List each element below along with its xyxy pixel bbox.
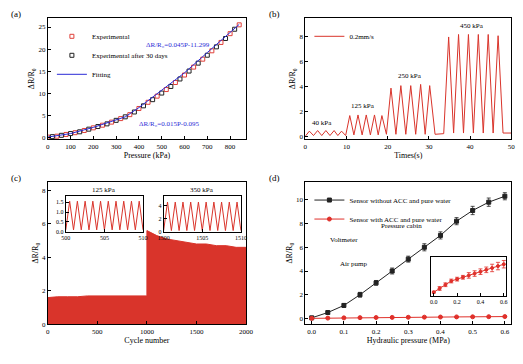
- svg-text:800: 800: [225, 143, 236, 151]
- svg-text:0.6: 0.6: [500, 299, 508, 305]
- svg-text:Air pump: Air pump: [340, 260, 368, 268]
- svg-text:6: 6: [42, 220, 46, 228]
- svg-text:Sensor without ACC and pure wa: Sensor without ACC and pure water: [349, 197, 451, 205]
- svg-text:0.2: 0.2: [453, 299, 461, 305]
- svg-text:1.0: 1.0: [56, 209, 64, 215]
- svg-text:2: 2: [299, 108, 303, 116]
- svg-text:2000: 2000: [239, 328, 254, 336]
- svg-text:0: 0: [42, 134, 46, 142]
- svg-text:300: 300: [111, 143, 122, 151]
- svg-text:600: 600: [179, 143, 190, 151]
- svg-text:1500: 1500: [189, 328, 204, 336]
- svg-text:0.2mm/s: 0.2mm/s: [349, 33, 374, 41]
- svg-text:Sensor with ACC and pure water: Sensor with ACC and pure water: [349, 216, 442, 224]
- svg-text:(c): (c): [11, 173, 21, 183]
- svg-text:125 kPa: 125 kPa: [92, 186, 116, 194]
- svg-text:ΔR/R₀=0.015P-0.095: ΔR/R₀=0.015P-0.095: [139, 120, 199, 128]
- svg-text:0.2: 0.2: [372, 328, 381, 336]
- svg-text:4: 4: [42, 254, 46, 262]
- svg-text:2: 2: [299, 291, 303, 299]
- svg-text:Pressure (kPa): Pressure (kPa): [124, 151, 171, 160]
- svg-text:500: 500: [61, 235, 70, 241]
- svg-text:0: 0: [46, 143, 50, 151]
- svg-text:500: 500: [92, 328, 103, 336]
- svg-text:Times(s): Times(s): [394, 151, 422, 160]
- svg-text:0.0: 0.0: [56, 229, 64, 235]
- svg-text:5: 5: [42, 112, 46, 120]
- svg-text:2: 2: [158, 216, 161, 222]
- svg-text:ΔR/R₀: ΔR/R₀: [285, 243, 294, 264]
- svg-text:(d): (d): [269, 173, 280, 183]
- svg-text:250 kPa: 250 kPa: [398, 72, 422, 80]
- svg-text:100: 100: [65, 143, 76, 151]
- svg-text:0.3: 0.3: [404, 328, 413, 336]
- svg-text:1500: 1500: [158, 235, 170, 241]
- svg-text:0: 0: [46, 328, 50, 336]
- svg-text:0.0: 0.0: [307, 328, 316, 336]
- svg-text:505: 505: [100, 235, 109, 241]
- svg-text:Cycle number: Cycle number: [124, 336, 169, 345]
- svg-text:510: 510: [139, 235, 148, 241]
- svg-text:0.5: 0.5: [468, 328, 477, 336]
- svg-text:6: 6: [299, 58, 303, 66]
- svg-text:500: 500: [156, 143, 167, 151]
- svg-text:4: 4: [299, 267, 303, 275]
- svg-text:8: 8: [42, 187, 46, 195]
- svg-text:50: 50: [508, 143, 516, 151]
- svg-text:Hydraulic pressure (MPa): Hydraulic pressure (MPa): [367, 336, 450, 345]
- svg-text:350 kPa: 350 kPa: [190, 186, 214, 194]
- svg-text:Pressure cabin: Pressure cabin: [381, 222, 422, 230]
- svg-text:0: 0: [304, 143, 308, 151]
- svg-text:0.4: 0.4: [477, 299, 485, 305]
- svg-text:0: 0: [42, 321, 46, 329]
- svg-text:6: 6: [299, 244, 303, 252]
- svg-text:450 kPa: 450 kPa: [460, 22, 484, 30]
- svg-text:8: 8: [299, 33, 303, 41]
- svg-text:125 kPa: 125 kPa: [351, 102, 375, 110]
- svg-text:(a): (a): [11, 9, 21, 19]
- svg-text:15: 15: [38, 68, 46, 76]
- svg-text:ΔR/R₀: ΔR/R₀: [288, 68, 297, 89]
- svg-text:20: 20: [384, 143, 392, 151]
- svg-text:0.4: 0.4: [436, 328, 445, 336]
- svg-text:1000: 1000: [140, 328, 155, 336]
- svg-text:(b): (b): [269, 9, 280, 19]
- svg-text:0.1: 0.1: [340, 328, 349, 336]
- svg-text:1.5: 1.5: [56, 199, 64, 205]
- svg-text:10: 10: [296, 196, 304, 204]
- svg-text:Experimental: Experimental: [92, 33, 130, 41]
- svg-text:4: 4: [299, 83, 303, 91]
- svg-text:0: 0: [299, 315, 303, 323]
- svg-text:ΔR/R₀=0.045P-11.299: ΔR/R₀=0.045P-11.299: [146, 41, 210, 49]
- svg-text:0.6: 0.6: [500, 328, 509, 336]
- svg-text:0: 0: [299, 133, 303, 141]
- svg-text:ΔR/R₀: ΔR/R₀: [27, 68, 36, 89]
- svg-text:0.5: 0.5: [56, 219, 64, 225]
- svg-text:40 kPa: 40 kPa: [312, 119, 332, 127]
- svg-text:25: 25: [38, 23, 46, 31]
- svg-text:0.0: 0.0: [430, 299, 438, 305]
- svg-text:700: 700: [202, 143, 213, 151]
- svg-text:Fitting: Fitting: [92, 71, 111, 79]
- svg-text:2: 2: [42, 287, 46, 295]
- svg-text:1510: 1510: [235, 235, 247, 241]
- svg-text:400: 400: [134, 143, 145, 151]
- svg-text:10: 10: [38, 90, 46, 98]
- svg-text:4: 4: [158, 203, 161, 209]
- svg-text:8: 8: [299, 220, 303, 228]
- svg-text:200: 200: [88, 143, 99, 151]
- svg-text:20: 20: [38, 46, 46, 54]
- svg-text:0: 0: [158, 229, 161, 235]
- svg-text:30: 30: [425, 143, 433, 151]
- svg-text:10: 10: [343, 143, 351, 151]
- svg-text:Experimental after 30 days: Experimental after 30 days: [92, 52, 168, 60]
- svg-text:ΔR/R₀: ΔR/R₀: [31, 243, 40, 264]
- svg-text:Voltmeter: Voltmeter: [330, 236, 358, 244]
- svg-text:1505: 1505: [196, 235, 208, 241]
- svg-text:40: 40: [467, 143, 475, 151]
